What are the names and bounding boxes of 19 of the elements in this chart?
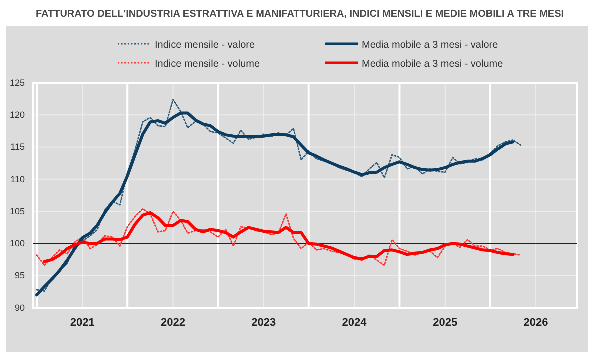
y-tick-label: 100	[10, 238, 25, 249]
legend-label: Media mobile a 3 mesi - valore	[362, 40, 499, 51]
x-tick-label: 2024	[342, 316, 368, 329]
y-tick-label: 115	[10, 142, 25, 152]
legend-label: Indice mensile - volume	[155, 59, 260, 70]
x-tick-label: 2022	[161, 316, 186, 329]
legend-label: Indice mensile - valore	[155, 40, 256, 51]
x-tick-label: 2026	[524, 316, 548, 329]
y-tick-label: 105	[10, 206, 25, 216]
x-tick-label: 2021	[70, 316, 95, 329]
legend-label: Media mobile a 3 mesi - volume	[362, 59, 504, 70]
chart-title: FATTURATO DELL'INDUSTRIA ESTRATTIVA E MANIFATTURIERA, INDICI MENSILI E MEDIE MOBILI A TRE MESI	[36, 9, 564, 20]
x-tick-label: 2025	[433, 316, 458, 329]
y-tick-label: 110	[10, 174, 25, 184]
y-tick-label: 90	[14, 302, 25, 313]
y-tick-label: 120	[10, 110, 25, 120]
y-tick-label: 125	[10, 78, 25, 88]
x-tick-label: 2023	[252, 316, 276, 329]
y-tick-label: 95	[14, 270, 25, 281]
